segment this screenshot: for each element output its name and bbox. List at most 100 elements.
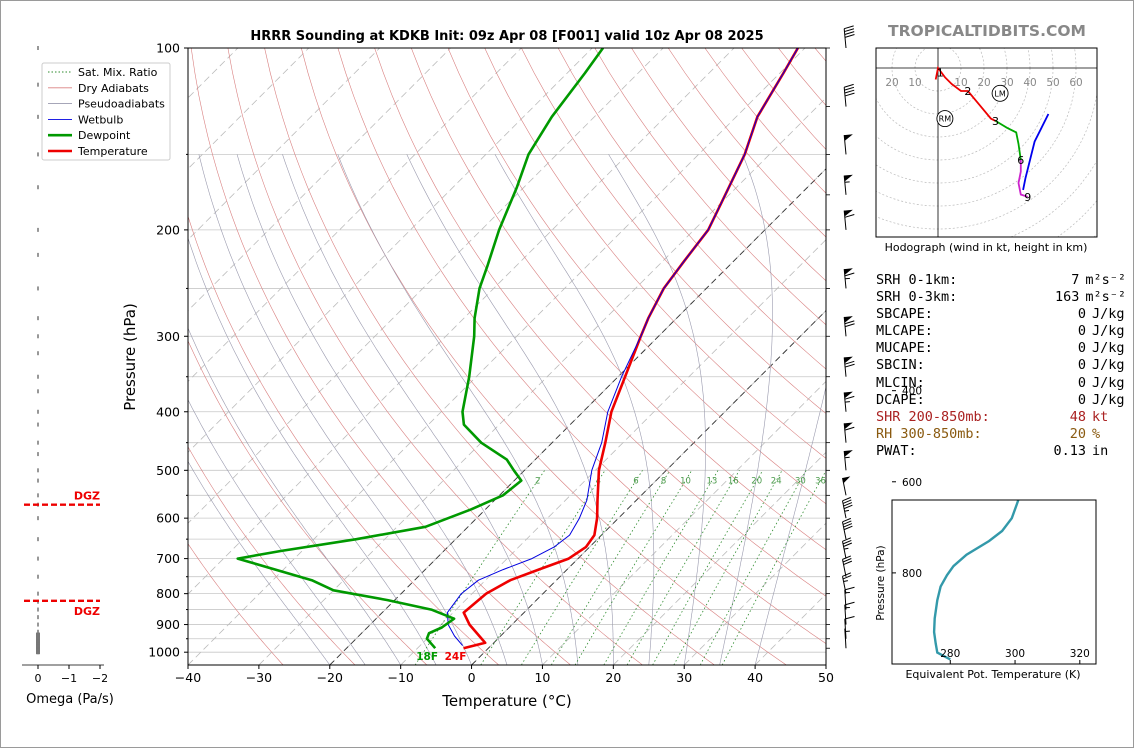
omega-bar [37, 82, 39, 87]
omega-bar [37, 516, 39, 521]
theta-e-panel: 280 300 320 400 600 800 [891, 386, 1097, 665]
wind-barbs [825, 25, 855, 665]
barb-full [844, 25, 854, 30]
y-tick-label: 700 [156, 551, 180, 566]
hodograph-frame [875, 47, 1098, 238]
omega-bar [37, 374, 39, 379]
wind-barb [844, 615, 855, 639]
wind-barb [844, 586, 855, 610]
barb-full [842, 517, 852, 523]
omega-bar [37, 468, 39, 473]
stat-unit: J/kg [1092, 323, 1125, 340]
stat-row: RH 300-850mb: 20% [876, 426, 1126, 443]
omega-bar [37, 316, 39, 321]
omega-bar [37, 114, 39, 119]
skewt-axes: 18F 24F −40 −30 −20 −10 0 10 20 30 40 50 1000 900 800 7… [148, 41, 834, 686]
omega-bar [37, 607, 39, 612]
dry-adiabat-line [594, 48, 826, 326]
hodograph-ring [1056, 199, 1097, 237]
stat-label: MUCAPE: [876, 340, 933, 357]
x-axis-label: Temperature (°C) [441, 692, 571, 710]
wind-barb [842, 476, 851, 496]
mixing-ratio-line [521, 470, 643, 665]
dry-adiabat-line [557, 48, 826, 370]
hodograph-ring-label: 50 [1046, 77, 1059, 89]
wind-barb [843, 356, 855, 377]
barb-full [844, 323, 855, 328]
isotherm-line [188, 48, 664, 524]
brand-watermark: TROPICALTIDBITS.COM [888, 22, 1086, 40]
stat-unit: m²s⁻² [1085, 289, 1126, 306]
theta-e-ylabel: Pressure (hPa) [875, 545, 887, 620]
profile-dewpoint [236, 48, 605, 650]
stat-label: SRH 0-3km: [876, 289, 958, 306]
barb-shaft [842, 559, 847, 577]
stat-value: 0 [1077, 323, 1086, 340]
barb-flag [844, 391, 853, 399]
stat-row: SHR 200-850mb: 48 kt [876, 409, 1126, 426]
legend-entry: Wetbulb [78, 113, 123, 126]
wind-barb [843, 209, 855, 230]
skewt-profiles [236, 48, 800, 650]
barb-full [842, 574, 852, 580]
storm-motion-label: RM [939, 115, 952, 124]
hodograph-ring-label: 20 [977, 77, 990, 89]
mixing-ratio-line [414, 470, 546, 665]
mixing-ratio-label: 30 [795, 477, 806, 487]
barb-shaft [843, 450, 847, 471]
barb-shaft [843, 175, 847, 195]
barb-full [842, 555, 852, 560]
hodograph-ring-label: 60 [1069, 77, 1082, 89]
stat-unit: % [1092, 425, 1101, 442]
legend-entry: Dry Adiabats [78, 82, 149, 95]
stat-unit: J/kg [1092, 306, 1125, 323]
omega-bar [37, 152, 39, 157]
barb-full [844, 360, 855, 365]
mixing-ratio-label: 13 [706, 477, 717, 487]
hodograph-height-label: 3 [992, 115, 999, 128]
barb-shaft [844, 589, 847, 610]
hodograph-segment [995, 120, 1022, 161]
theta-e-x-tick-label: 320 [1070, 648, 1090, 660]
legend-entry: Pseudoadiabats [78, 98, 165, 111]
omega-bar [37, 537, 39, 542]
hodograph-ring-label: 10 [908, 77, 921, 89]
stat-row: MUCAPE: 0 J/kg [876, 340, 1126, 357]
dry-adiabat-line [447, 48, 826, 505]
mixing-ratio-label: 10 [680, 477, 691, 487]
pseudoadiabat-line [188, 399, 366, 665]
barb-full [843, 525, 853, 531]
pseudoadiabat-line [494, 154, 655, 665]
barb-full [844, 34, 855, 38]
mixing-ratio-line [721, 470, 826, 665]
stat-value: 0 [1077, 357, 1086, 374]
skewt-background-lines: 2 4 6 8 10 13 16 20 24 30 36 [188, 48, 826, 665]
sounding-parameters: SRH 0-1km: 7 m²s⁻² SRH 0-3km: 163 m²s⁻² SBCAPE… [876, 272, 1126, 460]
wind-barb [842, 517, 853, 540]
barb-shaft [844, 619, 847, 639]
stat-value: 0 [1077, 306, 1086, 323]
storm-motion-marker [936, 110, 954, 128]
dry-adiabat-line [190, 48, 571, 665]
omega-bar [37, 286, 39, 291]
isotherm-line [613, 451, 826, 665]
mixing-ratio-line [550, 470, 671, 665]
dgz-label: DGZ [74, 605, 100, 618]
barb-full [844, 92, 855, 97]
mixing-ratio-label: 6 [633, 477, 638, 487]
barb-full [843, 560, 853, 566]
barb-flag [844, 450, 853, 457]
stat-row: MLCAPE: 0 J/kg [876, 323, 1126, 340]
pseudoadiabat-line [198, 154, 472, 665]
hodograph-ring-label: 40 [1023, 77, 1036, 89]
dry-adiabat-line [301, 48, 787, 665]
dry-adiabat-line [337, 48, 826, 644]
omega-tick-label: −1 [61, 672, 77, 685]
omega-axis-label: Omega (Pa/s) [26, 692, 114, 707]
pseudoadiabat-line [406, 154, 614, 665]
isotherm-line [188, 48, 380, 241]
barb-flag [844, 268, 853, 275]
dry-adiabat-line [188, 543, 284, 665]
barb-full [842, 499, 852, 504]
dry-adiabat-line [411, 48, 826, 551]
